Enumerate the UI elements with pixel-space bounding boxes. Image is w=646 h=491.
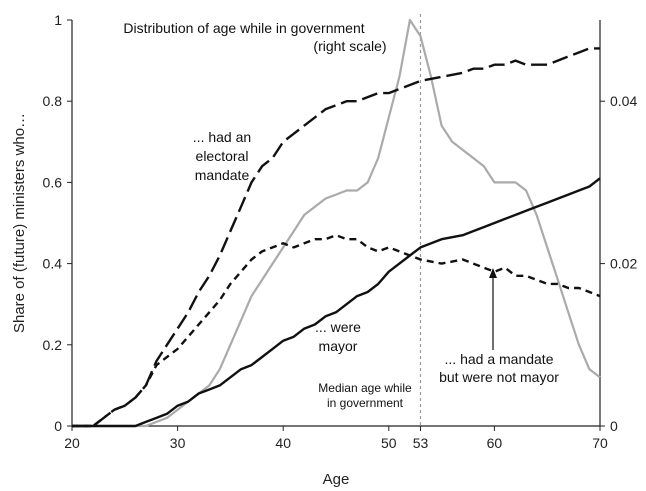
x-tick-label-3: 50: [381, 435, 397, 451]
y-left-tick-label-0: 0: [54, 418, 62, 434]
dist-title-line2: (right scale): [313, 38, 386, 54]
y-left-tick-label-1: 0.2: [43, 337, 63, 353]
x-tick-label-1: 30: [170, 435, 186, 451]
mayor-label-line1: ... were: [315, 319, 361, 335]
y-right-tick-label-1: 0.02: [610, 256, 637, 272]
series-line-short-dash: [72, 234, 601, 428]
y-left-tick-label-2: 0.4: [43, 256, 63, 272]
x-tick-label-0: 20: [64, 435, 80, 451]
not-mayor-label-line2: but were not mayor: [439, 369, 559, 385]
series-line-solid: [72, 177, 601, 428]
mandate-label-line3: mandate: [195, 167, 250, 183]
mandate-label-line1: ... had an: [193, 129, 251, 145]
y-left-tick-label-5: 1: [54, 12, 62, 28]
series-line-solid-distribution: [72, 18, 601, 428]
not-mayor-label-line1: ... had a mandate: [445, 351, 554, 367]
x-tick-label-4: 53: [413, 435, 429, 451]
series-line-long-dash: [72, 47, 600, 428]
x-axis-label: Age: [323, 471, 350, 488]
mandate-label-line2: electoral: [196, 148, 249, 164]
y-left-tick-label-3: 0.6: [43, 174, 63, 190]
y-axis-label-left: Share of (future) ministers who…: [11, 113, 28, 333]
y-right-tick-label-0: 0: [610, 418, 618, 434]
series-lines: [72, 18, 601, 428]
median-label-line2: in government: [327, 396, 404, 410]
y-left-tick-label-4: 0.8: [43, 93, 63, 109]
x-tick-label-6: 70: [592, 435, 608, 451]
mayor-label-line2: mayor: [319, 338, 358, 354]
annotation-arrow-head: [489, 268, 497, 278]
x-tick-label-5: 60: [487, 435, 503, 451]
y-right-tick-label-2: 0.04: [610, 93, 637, 109]
dist-title-line1: Distribution of age while in government: [123, 20, 364, 36]
x-tick-label-2: 40: [275, 435, 291, 451]
median-label-line1: Median age while: [318, 381, 412, 395]
